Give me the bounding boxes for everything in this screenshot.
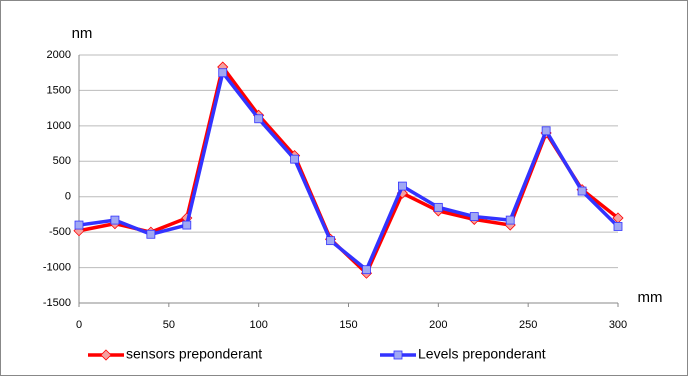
marker bbox=[290, 154, 300, 164]
marker bbox=[577, 186, 587, 196]
marker bbox=[541, 126, 551, 136]
marker bbox=[326, 236, 335, 246]
x-tick-label: 300 bbox=[609, 319, 627, 331]
x-axis-label: mm bbox=[638, 289, 663, 306]
y-axis-label: nm bbox=[72, 25, 93, 42]
y-tick-label: 0 bbox=[65, 191, 71, 203]
legend-text: sensors preponderant bbox=[126, 346, 262, 362]
y-tick-label: -1000 bbox=[43, 261, 71, 273]
marker bbox=[362, 265, 371, 275]
marker bbox=[433, 202, 443, 212]
marker bbox=[397, 181, 407, 191]
marker bbox=[469, 212, 479, 221]
y-tick-label: 500 bbox=[53, 155, 71, 167]
series-line bbox=[78, 70, 620, 272]
y-tick-label: 1500 bbox=[47, 84, 71, 96]
marker bbox=[74, 220, 84, 230]
marker bbox=[182, 220, 192, 230]
legend-marker bbox=[393, 350, 403, 360]
legend-text: Levels preponderant bbox=[418, 346, 546, 362]
legend-marker bbox=[100, 349, 112, 361]
x-tick-label: 250 bbox=[519, 319, 537, 331]
x-tick-label: 0 bbox=[76, 319, 82, 331]
x-tick-label: 150 bbox=[339, 319, 357, 331]
marker bbox=[218, 68, 228, 78]
marker bbox=[254, 114, 264, 124]
x-tick-label: 200 bbox=[429, 319, 447, 331]
y-tick-label: -1500 bbox=[43, 297, 71, 309]
y-tick-label: 1000 bbox=[47, 120, 71, 132]
x-tick-label: 100 bbox=[249, 319, 267, 331]
x-tick-label: 50 bbox=[163, 319, 175, 331]
marker bbox=[146, 229, 156, 239]
marker bbox=[613, 222, 623, 231]
y-tick-label: -500 bbox=[49, 226, 71, 238]
marker bbox=[505, 215, 515, 225]
y-tick-label: 2000 bbox=[47, 49, 71, 61]
marker bbox=[110, 215, 120, 225]
